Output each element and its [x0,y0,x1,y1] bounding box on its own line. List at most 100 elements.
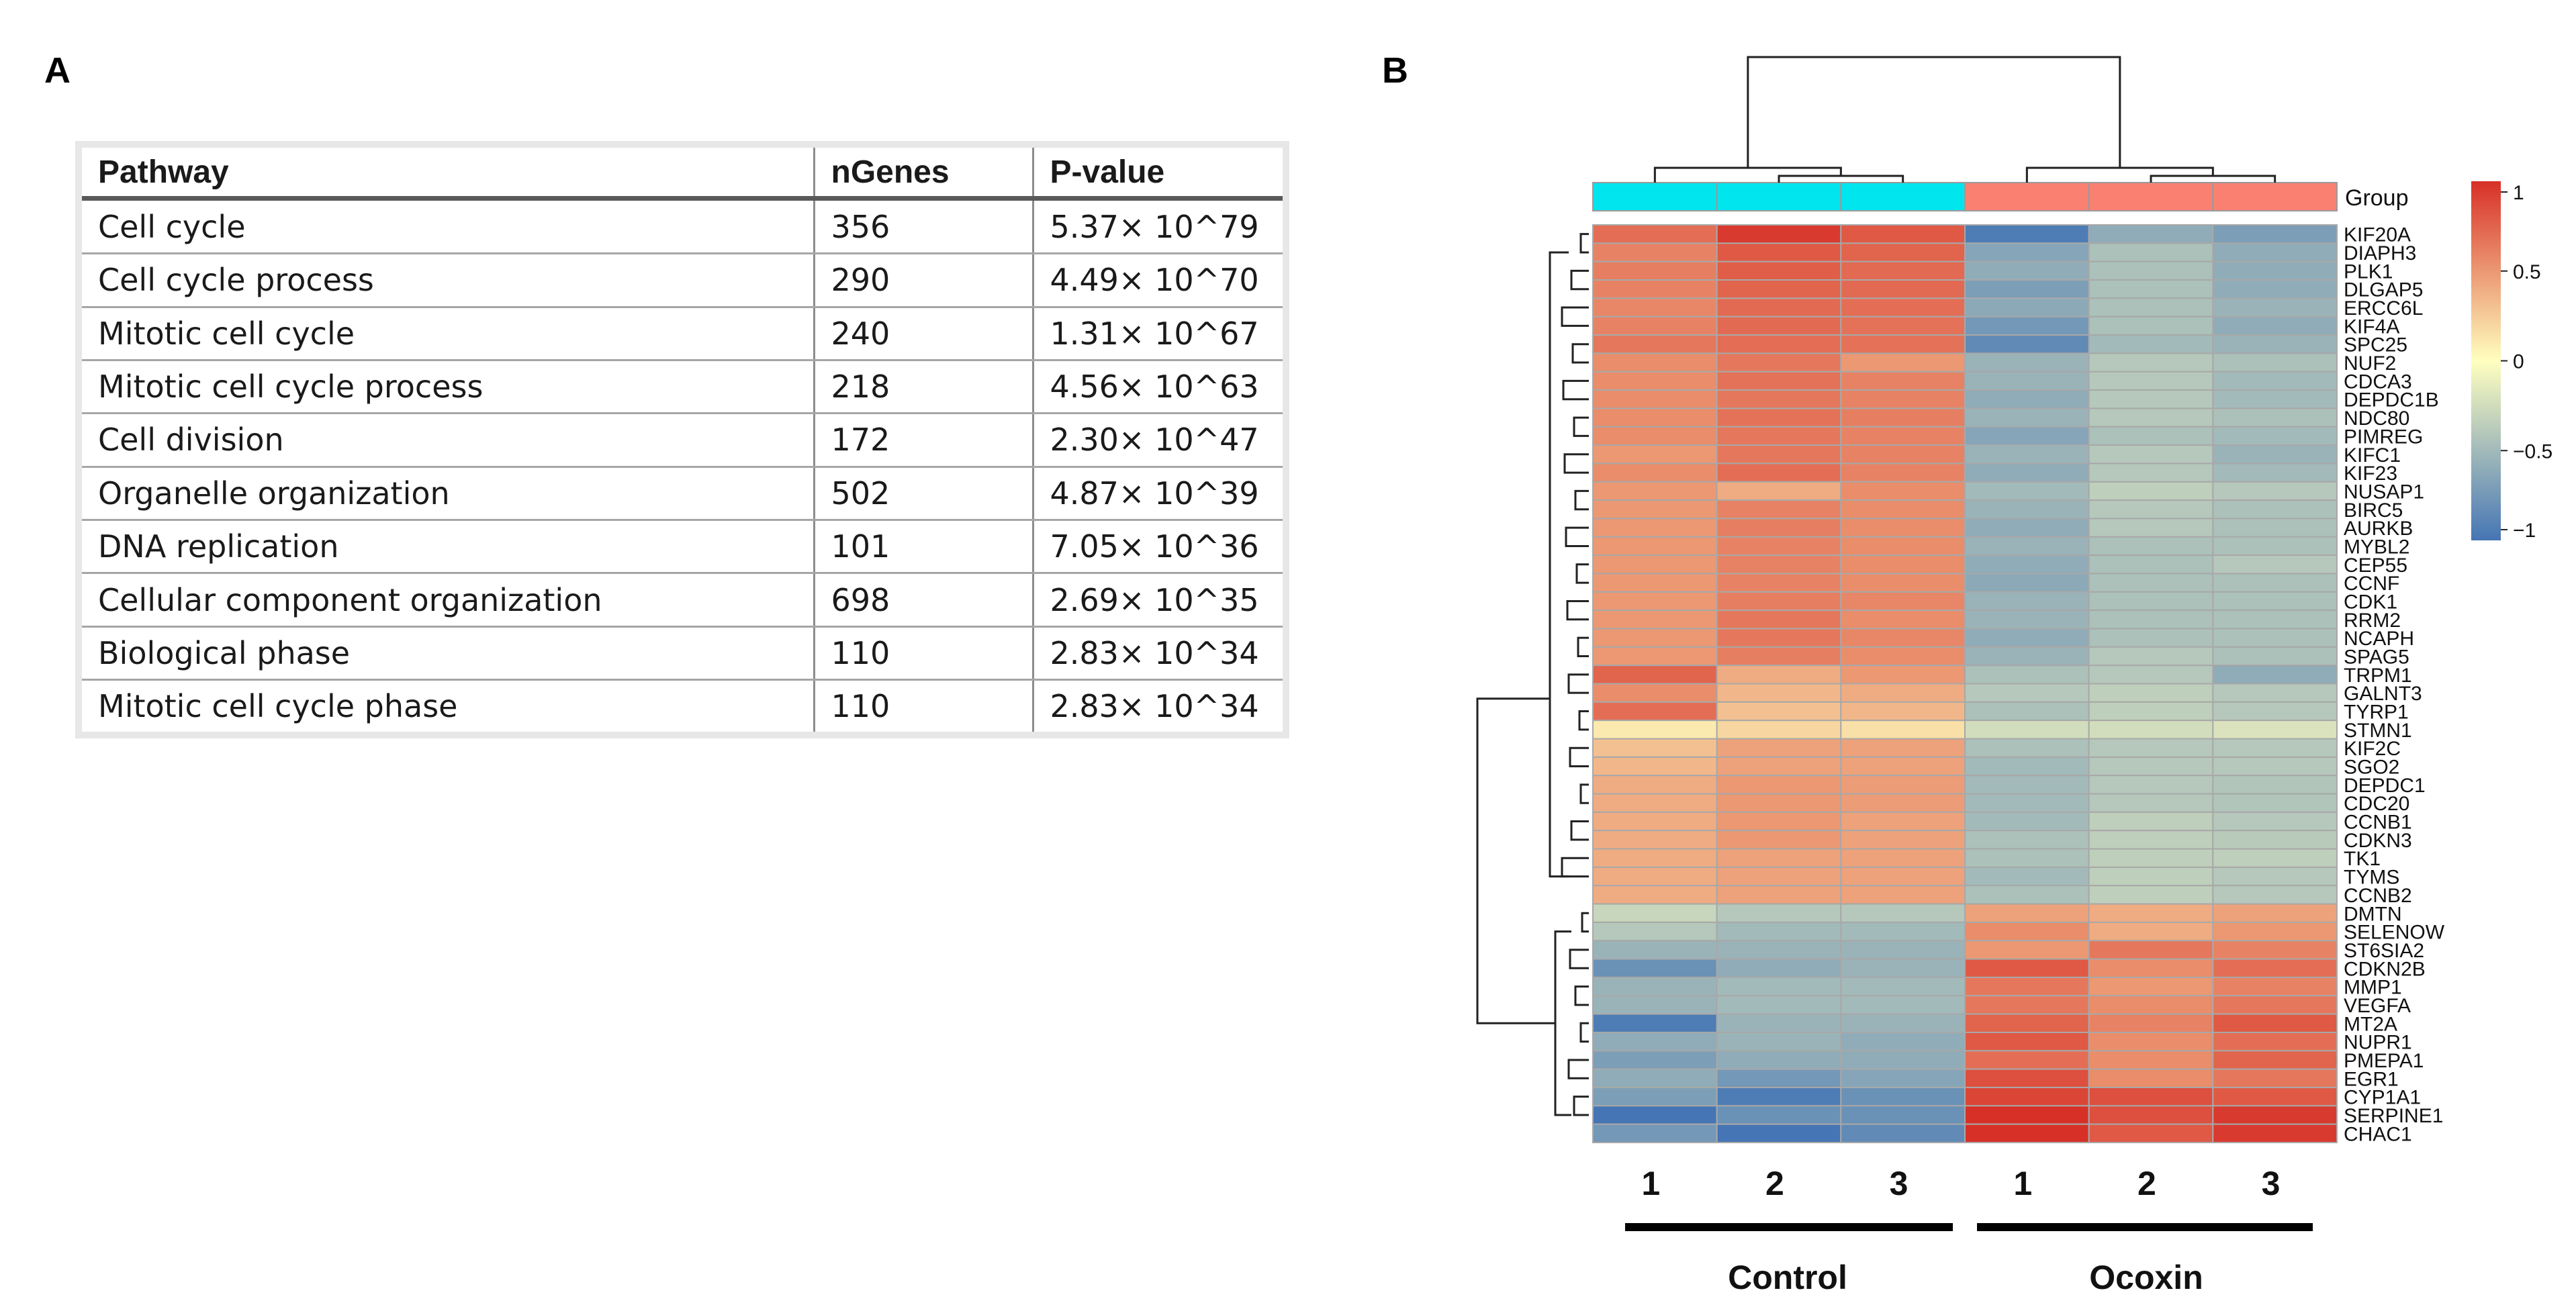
heatmap-cell [1592,279,1718,299]
dendrogram-branch [1573,416,1589,437]
heatmap-cell [1964,334,2090,354]
heatmap-cell [1840,444,1966,465]
group-annotation-cell [2212,182,2338,211]
heatmap-cell [2088,573,2214,593]
heatmap-cell [1716,793,1842,813]
pvalue-cell: 7.05× 10^36 [1031,520,1283,575]
heatmap-cell [2088,279,2214,299]
heatmap-cell [1592,1031,1718,1052]
gene-label: VEGFA [2344,995,2411,1017]
heatmap-cell [1840,701,1966,722]
pvalue-cell: 1.31× 10^67 [1031,307,1283,361]
heatmap-cell [1840,352,1966,373]
heatmap-cell [2212,1031,2338,1052]
heatmap-cell [1716,1068,1842,1088]
heatmap-cell [2088,499,2214,520]
heatmap-cell [1716,628,1842,648]
heatmap-cell [1592,573,1718,593]
table-row: Mitotic cell cycle process 218 4.56× 10^63 [82,360,1283,415]
heatmap-cell [2212,720,2338,740]
heatmap-cell [2088,352,2214,373]
heatmap-cell [2088,921,2214,942]
heatmap-cell [1964,573,2090,593]
heatmap-cell [1964,426,2090,446]
heatmap-cell [2212,775,2338,795]
heatmap-cell [2212,1013,2338,1033]
heatmap-cell [1592,903,1718,923]
heatmap-cell [2088,885,2214,905]
gene-label: CCNB2 [2344,885,2412,907]
heatmap-cell [1964,738,2090,758]
heatmap-cell [2088,260,2214,281]
heatmap-cell [1592,407,1718,428]
heatmap-cell [2088,518,2214,538]
heatmap-cell [2212,921,2338,942]
heatmap-cell [2212,683,2338,703]
heatmap-cell [1840,683,1966,703]
heatmap-cell [2212,1068,2338,1088]
dendrogram-branch [1581,912,1589,933]
gene-label: MYBL2 [2344,536,2409,558]
heatmap-cell [2088,444,2214,465]
heatmap-cell [2088,297,2214,318]
heatmap-cell [2088,481,2214,501]
heatmap-cell [2212,793,2338,813]
ngenes-cell: 502 [813,467,1033,522]
dendrogram-branch [1554,930,1571,1116]
heatmap-cell [1592,481,1718,501]
heatmap-cell [1716,1105,1842,1125]
heatmap-cell [1840,665,1966,685]
heatmap-cell [2088,224,2214,244]
gene-label: DEPDC1B [2344,389,2439,412]
heatmap-cell [2088,1050,2214,1070]
heatmap-cell [2212,1105,2338,1125]
dendrogram-branch [1575,563,1589,584]
heatmap-cell [1840,995,1966,1015]
heatmap-cell [2212,352,2338,373]
table-row: Mitotic cell cycle phase 110 2.83× 10^34 [82,679,1283,732]
heatmap-cell [2088,720,2214,740]
heatmap-cell [2212,958,2338,978]
heatmap-cell [1964,352,2090,373]
heatmap-cell [2212,628,2338,648]
heatmap-cell [1716,830,1842,850]
heatmap-cell [1964,224,2090,244]
gene-label: CDCA3 [2344,371,2412,393]
dendrogram-branch [1570,820,1589,841]
heatmap-cell [1964,389,2090,409]
pvalue-cell: 2.30× 10^47 [1031,413,1283,468]
heatmap-cell [1592,958,1718,978]
table-header-row: Pathway nGenes P-value [82,148,1283,201]
heatmap-cell [1964,518,2090,538]
gene-label: GALNT3 [2344,683,2422,705]
legend-tick-label: −0.5 [2513,440,2552,463]
heatmap-cell [1592,793,1718,813]
pathway-cell: Organelle organization [82,467,814,522]
heatmap-cell [1840,1068,1966,1088]
group-label-ocoxin: Ocoxin [2089,1259,2203,1296]
dendrogram-branch [1571,343,1589,364]
heatmap-cell [1840,885,1966,905]
heatmap-cell [1716,1123,1842,1144]
heatmap-cell [2088,1086,2214,1107]
pathway-cell: Cellular component organization [82,573,814,628]
heatmap-cell [1840,738,1966,758]
header-ngenes: nGenes [813,148,1033,201]
pathway-cell: Cell cycle [82,198,814,255]
table-row: Cell division 172 2.30× 10^47 [82,413,1283,468]
gene-label: KIF4A [2344,316,2399,338]
heatmap-cell [1716,940,1842,960]
heatmap-cell [2212,738,2338,758]
heatmap-cell [2088,848,2214,868]
heatmap-cell [1592,701,1718,722]
heatmap-cell [2088,903,2214,923]
gene-label: CYP1A1 [2344,1087,2421,1109]
dendrogram-branch [1574,985,1589,1006]
heatmap-cell [1964,260,2090,281]
heatmap-cell [2212,866,2338,887]
dendrogram-branch [1562,379,1589,401]
dendrogram-branch [1567,1059,1589,1079]
heatmap-cell [2212,407,2338,428]
dendrogram-branch [1561,857,1589,878]
heatmap-cell [2212,646,2338,667]
